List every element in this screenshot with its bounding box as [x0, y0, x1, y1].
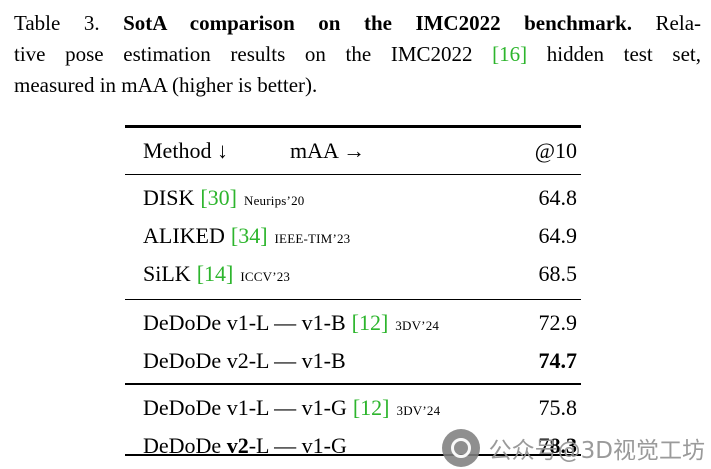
method-text: DeDoDe v2-L — v1-B	[143, 348, 346, 374]
method-cell: DeDoDe v2-L — v1-B	[143, 345, 346, 376]
header-maa: mAA →	[289, 137, 366, 163]
citation[interactable]: [34]	[230, 222, 268, 248]
table-bottom-rule	[125, 453, 581, 457]
score-value: 68.5	[538, 260, 578, 286]
table-row: DeDoDe v1-L — v1-B [12] 3DV’24 72.9	[125, 305, 581, 343]
table-body: DISK [30] Neurips’20 64.8 ALIKED [34] IEEE-TIM…	[125, 175, 581, 468]
table-header-rule	[125, 173, 581, 175]
caption-text: Table 3.	[14, 11, 124, 35]
table-group: DeDoDe v1-L — v1-B [12] 3DV’24 72.9 DeDoDe v…	[125, 300, 581, 383]
table-group-rule	[125, 298, 581, 301]
table-row: ALIKED [34] IEEE-TIM’23 64.9	[125, 218, 581, 256]
method-cell: DeDoDe v1-L — v1-G [12] 3DV’24	[143, 392, 440, 426]
method-cell: SiLK [14] ICCV’23	[143, 258, 290, 292]
method-text: DeDoDe	[143, 432, 227, 458]
caption-text: hidden test set,	[527, 42, 701, 66]
table-row: DeDoDe v2-L — v1-B 74.7	[125, 343, 581, 378]
results-table: Method ↓ mAA → @10 DISK [30] Neurips’20 64.…	[125, 125, 581, 458]
caption-line-1: Table 3. SotA comparison on the IMC2022 …	[14, 8, 701, 39]
venue-label: Neurips’20	[244, 192, 305, 208]
watermark: 公众号@3D视觉工坊	[441, 429, 705, 467]
caption-bold-title: SotA comparison on the IMC2022 benchmark…	[123, 11, 633, 35]
page: Table 3. SotA comparison on the IMC2022 …	[0, 8, 711, 467]
table-caption: Table 3. SotA comparison on the IMC2022 …	[14, 8, 701, 101]
method-text: -L — v1-G	[248, 432, 347, 458]
method-text: SiLK	[143, 260, 191, 286]
table-row: SiLK [14] ICCV’23 68.5	[125, 256, 581, 294]
method-text: ALIKED	[143, 222, 225, 248]
citation[interactable]: [12]	[352, 394, 390, 420]
method-text: DeDoDe v1-L — v1-G	[143, 394, 347, 420]
citation[interactable]: [30]	[200, 184, 237, 210]
header-method: Method ↓	[143, 137, 228, 163]
table-row: DeDoDe v1-L — v1-G [12] 3DV’24 75.8	[125, 390, 581, 428]
table-header-row: Method ↓ mAA → @10	[125, 128, 581, 174]
table-group: DISK [30] Neurips’20 64.8 ALIKED [34] IEEE-TIM…	[125, 175, 581, 299]
table-row: DeDoDe v2-L — v1-G 78.3	[125, 428, 581, 463]
method-cell: DeDoDe v2-L — v1-G	[143, 430, 347, 461]
header-at10: @10	[534, 137, 577, 163]
method-cell: ALIKED [34] IEEE-TIM’23	[143, 220, 350, 254]
score-value: 75.8	[538, 394, 578, 420]
watermark-logo-icon	[441, 429, 480, 467]
method-text: DISK	[143, 184, 195, 210]
caption-line-3: measured in mAA (higher is better).	[14, 70, 701, 101]
score-value: 64.9	[538, 222, 578, 248]
watermark-text: 公众号@3D视觉工坊	[488, 438, 705, 464]
table-group-rule	[125, 383, 581, 385]
citation[interactable]: [12]	[351, 310, 389, 336]
caption-text: measured in mAA (higher is better).	[14, 73, 318, 97]
score-value: 72.9	[538, 310, 578, 336]
venue-label: 3DV’24	[395, 318, 440, 334]
venue-label: 3DV’24	[396, 402, 441, 418]
venue-label: IEEE-TIM’23	[274, 230, 351, 246]
caption-text: tive pose estimation results on the IMC2…	[14, 42, 493, 66]
score-value: 64.8	[538, 184, 578, 210]
method-cell: DeDoDe v1-L — v1-B [12] 3DV’24	[143, 307, 439, 341]
score-value: 78.3	[538, 432, 578, 458]
table-top-rule	[125, 125, 581, 128]
table-row: DISK [30] Neurips’20 64.8	[125, 180, 581, 218]
method-text: DeDoDe v1-L — v1-B	[143, 310, 346, 336]
method-text: v2	[226, 432, 249, 458]
caption-line-2: tive pose estimation results on the IMC2…	[14, 39, 701, 70]
table-group: DeDoDe v1-L — v1-G [12] 3DV’24 75.8 DeDoDe v…	[125, 385, 581, 468]
venue-label: ICCV’23	[240, 268, 291, 284]
citation-16[interactable]: [16]	[492, 42, 528, 66]
score-value: 74.7	[538, 348, 578, 374]
method-cell: DISK [30] Neurips’20	[143, 182, 305, 216]
caption-text: Rela-	[632, 11, 702, 35]
citation[interactable]: [14]	[196, 260, 234, 286]
